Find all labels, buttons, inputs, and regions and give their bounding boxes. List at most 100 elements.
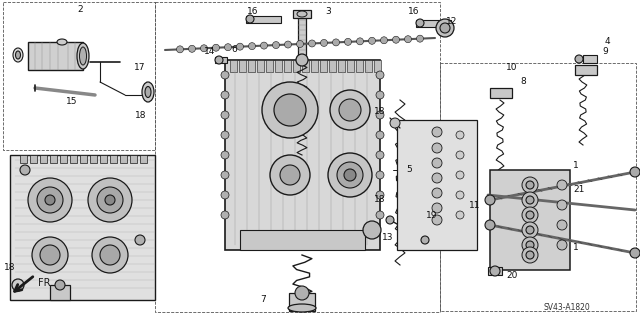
Circle shape — [376, 91, 384, 99]
Bar — [583, 55, 597, 63]
Circle shape — [522, 192, 538, 208]
Text: 14: 14 — [204, 48, 216, 56]
Bar — [3, 2, 155, 150]
Circle shape — [369, 37, 376, 44]
Bar — [356, 60, 363, 72]
Bar — [488, 267, 502, 275]
Circle shape — [225, 44, 232, 51]
Circle shape — [630, 167, 640, 177]
Text: FR.: FR. — [38, 278, 53, 288]
Circle shape — [526, 196, 534, 204]
Circle shape — [296, 54, 308, 66]
Ellipse shape — [13, 48, 23, 62]
Circle shape — [456, 151, 464, 159]
Circle shape — [392, 36, 399, 43]
Circle shape — [526, 211, 534, 219]
Text: 18: 18 — [374, 196, 386, 204]
Circle shape — [376, 211, 384, 219]
Bar — [416, 20, 451, 27]
Bar — [248, 60, 255, 72]
Circle shape — [522, 247, 538, 263]
Circle shape — [344, 169, 356, 181]
Text: 9: 9 — [602, 48, 608, 56]
Bar — [120, 155, 127, 163]
Bar — [30, 155, 37, 163]
Bar — [50, 155, 57, 163]
Bar — [50, 285, 70, 300]
Circle shape — [485, 195, 495, 205]
Circle shape — [485, 220, 495, 230]
Text: 7: 7 — [260, 294, 266, 303]
Ellipse shape — [297, 11, 307, 17]
Circle shape — [221, 131, 229, 139]
Circle shape — [522, 237, 538, 253]
Bar — [100, 155, 107, 163]
Circle shape — [339, 99, 361, 121]
Circle shape — [432, 215, 442, 225]
Circle shape — [381, 37, 387, 44]
Bar — [20, 155, 27, 163]
Circle shape — [432, 173, 442, 183]
Circle shape — [376, 151, 384, 159]
Ellipse shape — [145, 86, 151, 98]
Text: 20: 20 — [506, 271, 518, 279]
Circle shape — [221, 71, 229, 79]
Text: 1: 1 — [573, 243, 579, 253]
Circle shape — [376, 71, 384, 79]
Text: 5: 5 — [406, 166, 412, 174]
Ellipse shape — [77, 43, 89, 69]
Text: 18: 18 — [4, 263, 16, 272]
Bar — [311, 60, 318, 72]
Circle shape — [432, 127, 442, 137]
Bar — [347, 60, 354, 72]
Circle shape — [285, 41, 291, 48]
Circle shape — [212, 44, 220, 51]
Ellipse shape — [79, 47, 86, 65]
Circle shape — [100, 245, 120, 265]
Text: 3: 3 — [325, 8, 331, 17]
Circle shape — [390, 118, 400, 128]
Circle shape — [575, 55, 583, 63]
Bar — [60, 155, 67, 163]
Circle shape — [221, 191, 229, 199]
Circle shape — [432, 158, 442, 168]
Circle shape — [522, 207, 538, 223]
Circle shape — [386, 216, 394, 224]
Circle shape — [97, 187, 123, 213]
Circle shape — [246, 15, 254, 23]
Circle shape — [221, 151, 229, 159]
Circle shape — [200, 45, 207, 52]
Bar — [140, 155, 147, 163]
Circle shape — [189, 45, 195, 52]
Text: 6: 6 — [231, 46, 237, 55]
Circle shape — [526, 181, 534, 189]
Circle shape — [237, 43, 243, 50]
Text: 18: 18 — [374, 108, 386, 116]
Text: 10: 10 — [506, 63, 518, 72]
Circle shape — [376, 171, 384, 179]
Text: 13: 13 — [382, 234, 394, 242]
Circle shape — [557, 200, 567, 210]
Circle shape — [296, 41, 303, 48]
Bar — [338, 60, 345, 72]
Circle shape — [557, 180, 567, 190]
Bar — [284, 60, 291, 72]
Circle shape — [221, 111, 229, 119]
Circle shape — [344, 38, 351, 45]
Bar — [293, 10, 311, 18]
Circle shape — [260, 42, 268, 49]
Ellipse shape — [57, 39, 67, 45]
Bar — [397, 120, 477, 250]
Bar — [320, 60, 327, 72]
Circle shape — [330, 90, 370, 130]
Circle shape — [321, 40, 328, 47]
Circle shape — [262, 82, 318, 138]
Text: 1: 1 — [573, 160, 579, 169]
Bar — [275, 60, 282, 72]
Circle shape — [522, 177, 538, 193]
Text: 8: 8 — [520, 78, 526, 86]
Circle shape — [440, 23, 450, 33]
Text: 15: 15 — [67, 98, 77, 107]
Text: 19: 19 — [426, 211, 438, 219]
Circle shape — [32, 237, 68, 273]
